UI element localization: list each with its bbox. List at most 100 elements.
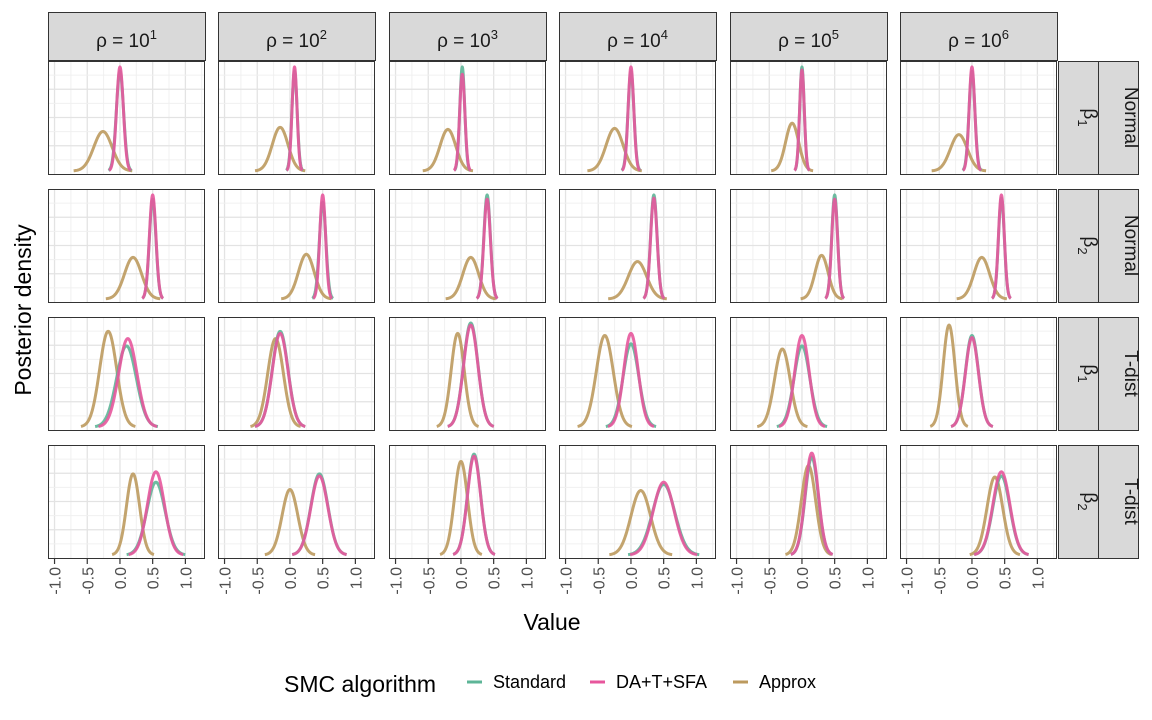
panel-grid [730,61,887,174]
density-curve-approx [799,253,844,301]
column-strip-label: ρ = 105 [778,27,839,52]
facet-panel [389,61,546,175]
density-curve-da-t-sfa [475,197,499,300]
x-tick-label: 0.5 [998,567,1015,589]
row-strip-param-label: β2 [1075,492,1100,510]
density-curve-approx [608,489,673,557]
density-curve-da-t-sfa [961,65,983,172]
x-tick-label: 0.0 [795,567,812,589]
x-tick-label: 0.0 [965,567,982,589]
column-strip: ρ = 101 [48,12,206,61]
density-curve-da-t-sfa [793,68,811,172]
density-curve-da-t-sfa [285,65,304,172]
param-strip-background [1058,189,1099,303]
facet-panel [559,445,716,559]
density-curve-da-t-sfa [620,65,642,172]
x-tick-label: 0.0 [454,567,471,589]
row-strip-param-label: β1 [1075,364,1100,382]
x-tick-label: 0.5 [487,567,504,589]
density-curve-approx [435,331,480,428]
facet-panel [900,317,1057,431]
column-facet-strips: ρ = 101 ρ = 102 ρ = 103 ρ = 104 ρ = 105 ρ = 1… [48,12,1058,61]
x-tick-label: 1.0 [178,567,195,589]
facet-panel [730,317,887,431]
density-curve-approx [756,347,809,429]
facet-panel [389,189,546,303]
legend-label: Approx [759,672,816,692]
panel-grid [559,189,716,302]
panel-grid [900,189,1057,302]
facet-panel [730,61,887,175]
density-curve-approx [254,125,307,173]
panel-border [900,317,1057,431]
column-strip-label: ρ = 102 [266,27,327,52]
panel-border [218,189,375,303]
density-curve-approx [955,255,1008,301]
density-curve-da-t-sfa [452,72,472,172]
strip-background [218,12,376,61]
facet-panel [48,317,205,431]
column-strip: ρ = 104 [559,12,717,61]
density-curve-approx [80,329,137,428]
row-strip-dist-label: T-dist [1120,350,1141,397]
facet-panel [48,445,205,559]
x-tick-label: -1.0 [48,567,65,595]
x-axis: -1.0 -0.5 0.0 0.5 1.0 [559,559,706,595]
x-tick-label: 0.5 [146,567,163,589]
row-strip: β2 Normal [1058,189,1141,303]
column-strip-label: ρ = 103 [437,27,498,52]
dist-strip-background [1098,189,1139,303]
facet-panel [218,445,375,559]
panel-border [218,317,375,431]
panel-grid [900,445,1057,558]
density-curve-approx [586,126,643,173]
column-strip: ρ = 105 [730,12,888,61]
row-strip-dist-label: Normal [1120,87,1141,148]
facet-panels [48,61,1057,559]
legend: SMC algorithm Standard DA+T+SFA Approx [284,671,816,697]
panel-grid [48,61,205,174]
density-curve-da-t-sfa [311,193,334,300]
x-tick-label: -0.5 [421,567,438,595]
panel-border [389,61,546,175]
density-curve-approx [421,127,474,173]
density-curve-approx [104,255,162,301]
param-strip-background [1058,445,1099,559]
panel-border [389,317,546,431]
density-curve-approx [968,475,1021,557]
density-curve-approx [576,333,633,428]
x-tick-label: 1.0 [1030,567,1047,589]
panel-grid [389,445,546,558]
x-tick-label: 1.0 [519,567,536,589]
density-curve-da-t-sfa [629,480,698,557]
legend-title: SMC algorithm [284,671,436,697]
row-strip-param-label: β1 [1075,108,1100,126]
panel-border [900,445,1057,559]
x-tick-label: 0.0 [624,567,641,589]
panel-grid [900,317,1057,430]
panel-border [900,189,1057,303]
panel-border [218,61,375,175]
dist-strip-background [1098,61,1139,175]
column-strip: ρ = 106 [900,12,1058,61]
facet-panel [389,317,546,431]
legend-entry: Standard [467,672,566,692]
column-strip-label: ρ = 106 [948,27,1009,52]
row-facet-strips: β1 Normal β2 Normal β1 T-dist β2 T-dist [1058,61,1141,559]
panel-border [559,189,716,303]
panel-grid [730,189,887,302]
x-tick-label: -1.0 [389,567,406,595]
column-strip-label: ρ = 101 [96,27,157,52]
strip-background [389,12,547,61]
facet-panel [559,317,716,431]
row-strip: β2 T-dist [1058,445,1141,559]
density-curve-approx [263,487,317,557]
x-tick-label: -1.0 [900,567,917,595]
panel-border [559,445,716,559]
density-curve-da-t-sfa [452,454,497,556]
facet-panel [900,189,1057,303]
panel-grid [218,189,375,302]
x-tick-label: -0.5 [591,567,608,595]
panel-border [559,317,716,431]
